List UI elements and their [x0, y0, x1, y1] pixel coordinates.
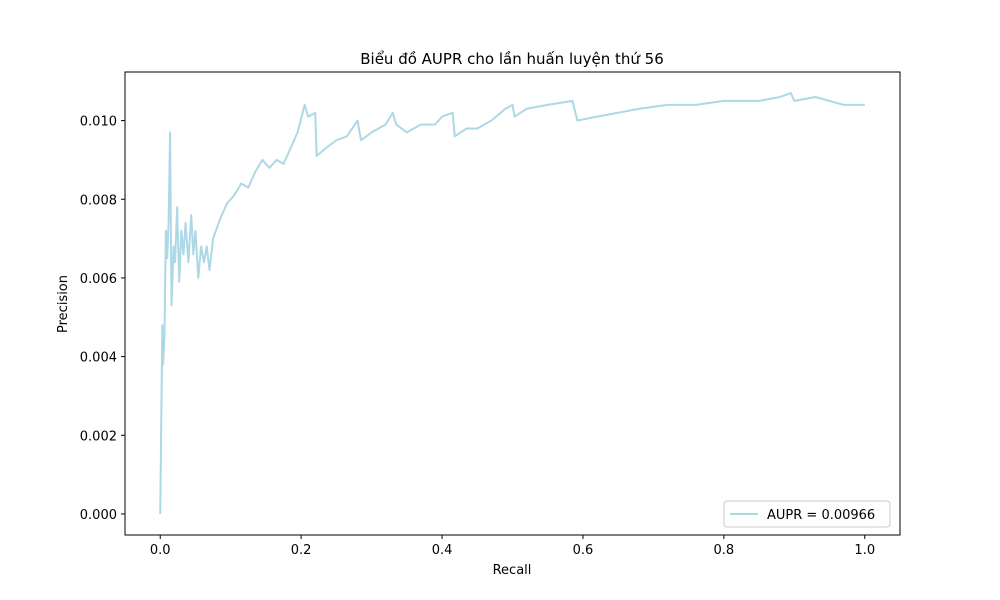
- x-tick-label: 1.0: [854, 543, 875, 558]
- y-tick-label: 0.008: [80, 193, 117, 208]
- y-tick-label: 0.010: [80, 115, 117, 130]
- x-axis-label: Recall: [493, 563, 532, 578]
- y-tick-label: 0.002: [80, 429, 117, 444]
- y-tick-label: 0.006: [80, 272, 117, 287]
- x-tick-label: 0.8: [714, 543, 735, 558]
- data-line: [159, 92, 865, 514]
- legend-box: [723, 500, 891, 528]
- x-tick-label: 0.0: [150, 543, 171, 558]
- axes-frame: [124, 71, 901, 536]
- x-tick-label: 0.6: [573, 543, 594, 558]
- y-axis-label: Precision: [56, 275, 71, 333]
- chart-title: Biểu đồ AUPR cho lần huấn luyện thứ 56: [360, 50, 664, 68]
- x-tick-label: 0.4: [432, 543, 453, 558]
- x-tick-label: 0.2: [291, 543, 312, 558]
- y-tick-label: 0.004: [80, 351, 117, 366]
- y-tick-label: 0.000: [80, 508, 117, 523]
- legend-label: AUPR = 0.00966: [767, 508, 875, 523]
